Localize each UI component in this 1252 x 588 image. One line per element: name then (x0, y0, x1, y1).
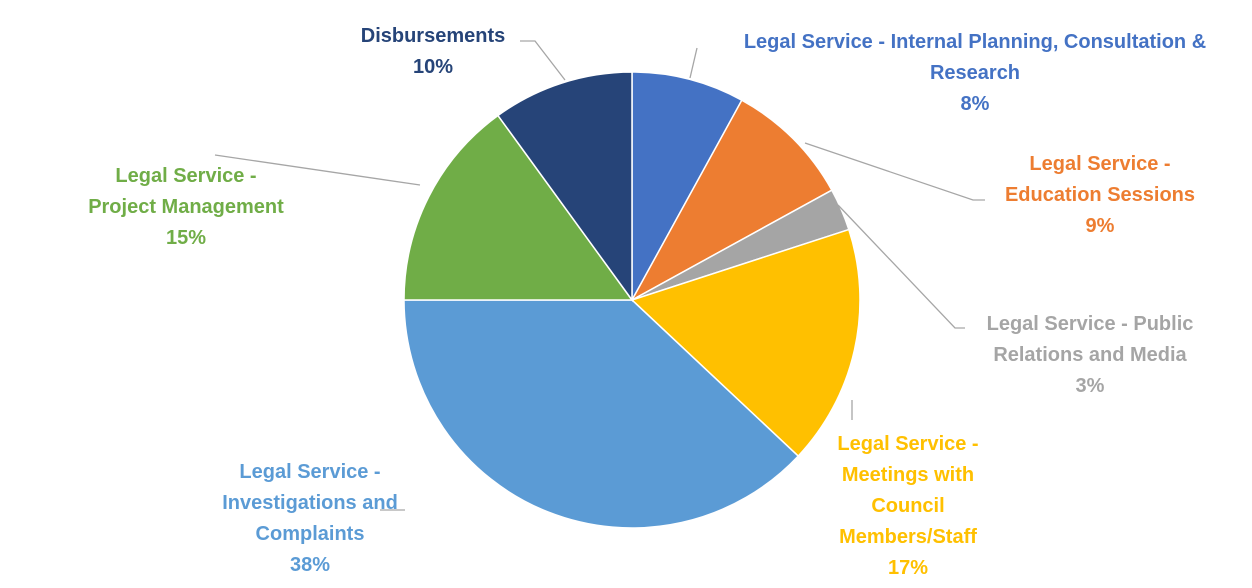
slice-label-2: Legal Service - Education Sessions 9% (1005, 153, 1195, 237)
slice-category-label: Legal Service - (115, 165, 256, 187)
slice-label-3: Legal Service - Public Relations and Medi… (987, 313, 1194, 397)
slice-value-label: 15% (166, 227, 206, 249)
slice-category-label: Complaints (256, 523, 365, 545)
labels-layer: Legal Service - Internal Planning, Consu… (88, 25, 1206, 579)
slice-category-label: Legal Service - (1029, 153, 1170, 175)
leader-line-7 (520, 40, 566, 81)
slice-category-label: Legal Service - Internal Planning, Consu… (744, 31, 1206, 53)
slice-value-label: 8% (961, 93, 990, 115)
slice-category-label: Education Sessions (1005, 184, 1195, 206)
leader-line-6 (214, 154, 421, 186)
leader-line-3 (837, 204, 965, 329)
slice-label-5: Legal Service - Investigations and Complai… (222, 461, 398, 576)
leader-lines-layer (214, 40, 985, 511)
slice-label-6: Legal Service - Project Management 15% (88, 165, 284, 249)
slice-category-label: Research (930, 62, 1020, 84)
pie-slice-1 (631, 71, 743, 301)
slice-category-label: Meetings with (842, 464, 974, 486)
slice-label-7: Disbursements 10% (361, 25, 506, 78)
leader-line-2 (804, 142, 985, 201)
slice-label-1: Legal Service - Internal Planning, Consu… (744, 31, 1206, 115)
pie-slice-4 (630, 228, 861, 458)
slices-layer (403, 71, 861, 529)
slice-category-label: Legal Service - (239, 461, 380, 483)
slice-category-label: Members/Staff (839, 526, 977, 548)
leader-line-1 (689, 47, 698, 79)
pie-slice-5 (403, 299, 800, 529)
slice-category-label: Project Management (88, 196, 284, 218)
pie-slice-2 (630, 99, 833, 302)
pie-slice-7 (496, 71, 633, 303)
slice-category-label: Investigations and (222, 492, 398, 514)
slice-value-label: 17% (888, 557, 928, 579)
slice-category-label: Relations and Media (993, 344, 1187, 366)
slice-category-label: Disbursements (361, 25, 506, 47)
pie-slice-6 (403, 114, 634, 301)
slice-value-label: 9% (1086, 215, 1115, 237)
slice-value-label: 10% (413, 56, 453, 78)
slice-label-4: Legal Service - Meetings with Council Membe… (837, 433, 978, 579)
slice-value-label: 38% (290, 554, 330, 576)
slice-category-label: Legal Service - (837, 433, 978, 455)
slice-category-label: Council (871, 495, 944, 517)
slice-value-label: 3% (1076, 375, 1105, 397)
slice-category-label: Legal Service - Public (987, 313, 1194, 335)
